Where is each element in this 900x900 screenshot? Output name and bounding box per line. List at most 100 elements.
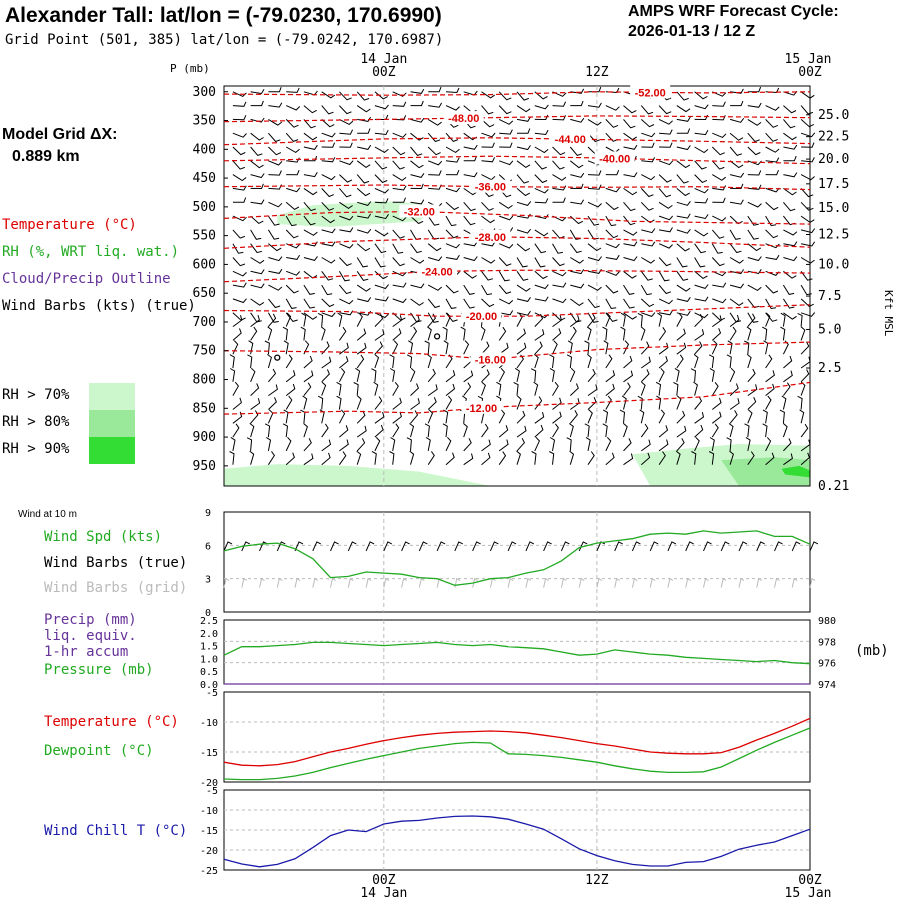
wind-barb [800, 271, 813, 281]
wind-barb [268, 256, 283, 262]
wind-barb [339, 142, 353, 148]
wind-barb [729, 326, 737, 341]
wind-barb [481, 439, 491, 452]
wind-barb [729, 298, 744, 307]
wind-barb [445, 132, 459, 142]
wind-barb [730, 100, 744, 107]
wind-barb [569, 383, 579, 396]
wind-barb [800, 119, 815, 128]
wind-barb [374, 160, 388, 170]
wind-barb [250, 132, 264, 141]
wind-barb [463, 270, 477, 279]
wind-barb [282, 423, 289, 438]
wind-barb [303, 340, 310, 355]
wind10-grid-barb [720, 577, 727, 588]
wind-barb [605, 312, 611, 327]
wind-barb [605, 243, 620, 249]
wind-barb [747, 215, 759, 226]
wind-barb [481, 241, 496, 247]
wind-barb [356, 425, 367, 438]
wind-barb [534, 396, 543, 410]
wind-barb [691, 451, 697, 465]
wind-barb [747, 313, 756, 327]
wind-barb [729, 314, 740, 327]
wind-barb [516, 271, 529, 281]
wind-barb [623, 144, 638, 150]
wind-barb [765, 383, 775, 396]
height-tick-label: 17.5 [818, 177, 849, 192]
temp-contour-label: -20.00 [466, 311, 497, 323]
wind-barb [392, 423, 400, 438]
wind-barb [587, 184, 602, 190]
pressure-panel-frame [223, 619, 811, 685]
wind-barb [747, 184, 762, 190]
wind-barb [232, 312, 246, 321]
wind-barb [531, 451, 537, 465]
wind-barb [729, 383, 739, 396]
wind-barb [623, 215, 636, 226]
wind-barb [336, 395, 342, 410]
wind-barb [321, 356, 332, 369]
legend-rh80-label: RH > 80% [2, 414, 70, 430]
wind-barb [730, 199, 744, 205]
wind-barb [338, 271, 350, 282]
wind-barb [516, 437, 526, 452]
wind-barb [339, 284, 352, 295]
wind-barb [339, 298, 354, 305]
wind-barb [605, 254, 620, 260]
wind-barb [712, 282, 727, 288]
wind-barb [729, 367, 736, 383]
temp-tick-label: -15 [200, 748, 218, 759]
wind-barb [729, 160, 744, 169]
wind-barb [374, 296, 389, 302]
wind-barb [658, 342, 669, 355]
wind-barb [676, 257, 688, 268]
wind10-barb [436, 541, 446, 552]
wind-barb [552, 315, 562, 328]
wind-barb [317, 395, 324, 410]
wind-barb [676, 410, 686, 424]
wind-barb [765, 395, 772, 410]
legend-rh70-swatch [89, 383, 135, 410]
wind-barb [797, 312, 803, 327]
wind-barb [729, 450, 734, 465]
wind-barb [709, 367, 715, 382]
wind-barb [339, 105, 352, 115]
wind-barb [424, 423, 430, 438]
wind-barb [765, 370, 775, 383]
wind-barb [534, 129, 549, 136]
wind-barb [267, 451, 276, 465]
wind-barb [569, 423, 574, 438]
wind-barb [409, 423, 415, 438]
wind-barb [480, 326, 486, 341]
wind10-grid-barb [294, 577, 301, 588]
wind-barb [659, 129, 673, 135]
temp-contour-label: -12.00 [466, 403, 497, 415]
wind-barb [552, 101, 567, 107]
wind-barb [232, 197, 247, 203]
wind-barb [569, 146, 583, 156]
wind-barb [374, 243, 387, 254]
wind-barb [516, 174, 529, 184]
wind-barb [250, 367, 256, 382]
temp-contour-label: -24.00 [421, 266, 452, 278]
wind-barb [321, 423, 329, 438]
wind-barb [303, 155, 318, 162]
wind-barb [321, 201, 334, 211]
wind-barb [570, 172, 585, 178]
wind-barb [640, 381, 646, 396]
wind-barb [605, 270, 620, 276]
wind-barb [516, 188, 531, 197]
wind-barb [711, 423, 719, 438]
wind-barb [268, 384, 278, 397]
wind-barb [285, 436, 292, 452]
bottom-date-label: 14 Jan [360, 886, 407, 900]
height-tick-label: 10.0 [818, 257, 849, 272]
wind-barb [232, 270, 247, 277]
wind-barb [658, 257, 672, 267]
wind10-barb [631, 541, 641, 552]
temp-tick-label: -10 [200, 718, 218, 729]
wind-barb [783, 355, 793, 369]
wind-barb [552, 243, 563, 254]
wind-barb [694, 284, 709, 289]
